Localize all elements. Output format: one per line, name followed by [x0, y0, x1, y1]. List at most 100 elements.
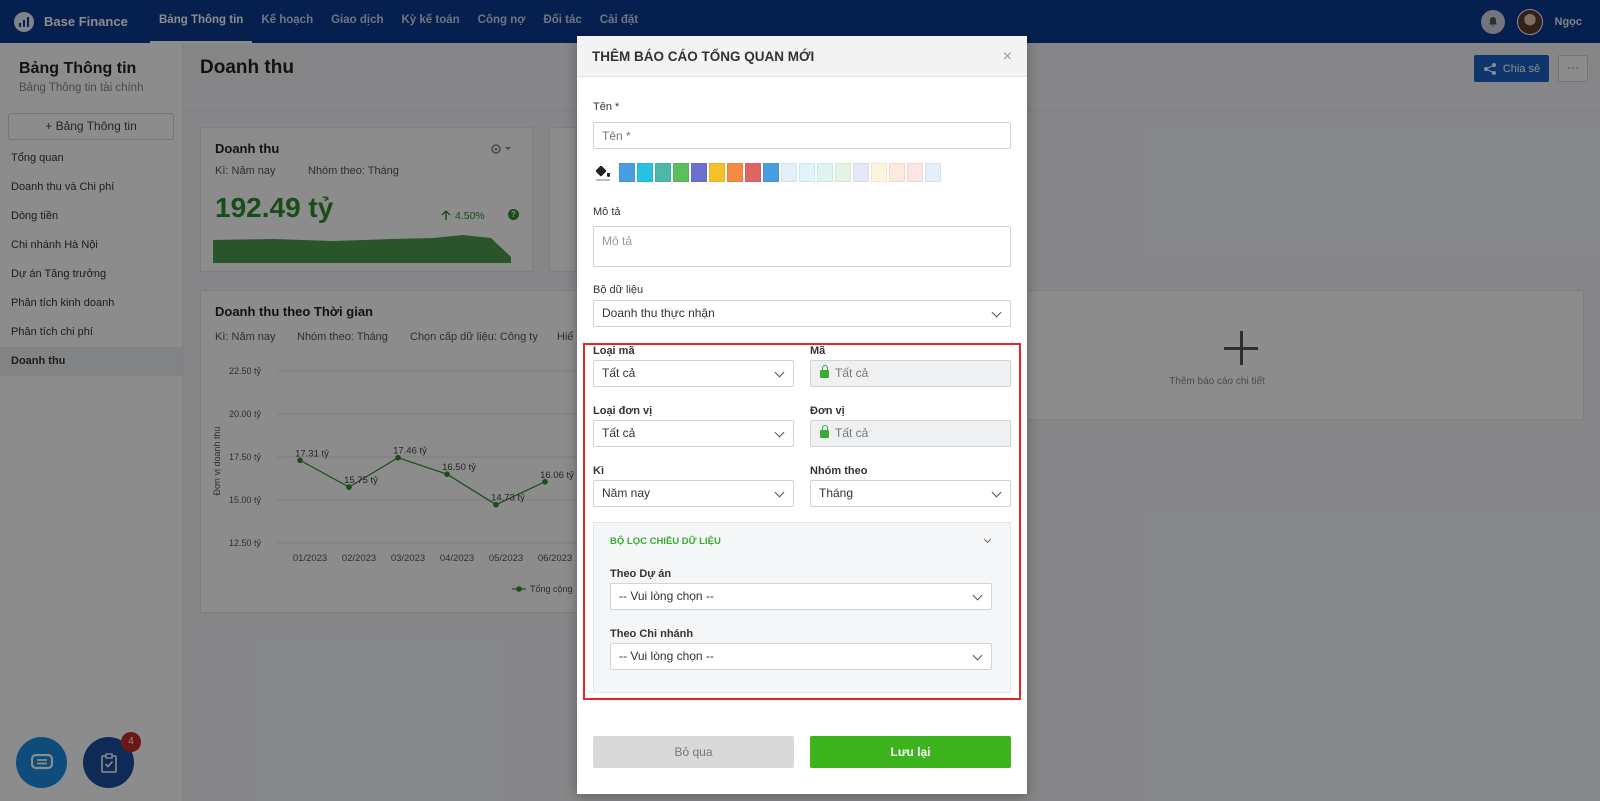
nav-item-settings[interactable]: Cài đặt	[599, 14, 639, 26]
x-tick-label: 02/2023	[342, 553, 376, 564]
color-swatch[interactable]	[709, 162, 725, 182]
new-report-modal: THÊM BÁO CÁO TỔNG QUAN MỚI × Tên * Mô tả…	[577, 36, 1027, 794]
color-swatch[interactable]	[835, 162, 851, 182]
code-value: Tất cả	[835, 366, 869, 380]
page-title: Doanh thu	[200, 57, 294, 78]
period-value: Năm nay	[602, 486, 651, 500]
nav-item-transactions[interactable]: Giao dịch	[331, 14, 384, 26]
revenue-sparkline	[213, 235, 511, 263]
dimension-filter-title[interactable]: BỘ LỌC CHIỀU DỮ LIỆU	[610, 536, 721, 547]
nav-item-accounting-period[interactable]: Kỳ kế toán	[401, 14, 460, 26]
share-label: Chia sẻ	[1502, 62, 1541, 75]
x-tick-label: 03/2023	[391, 553, 425, 564]
project-filter-select[interactable]: -- Vui lòng chọn --	[610, 583, 992, 610]
nav-item-debts[interactable]: Công nợ	[477, 14, 526, 26]
branch-filter-select[interactable]: -- Vui lòng chọn --	[610, 643, 992, 670]
color-swatch[interactable]	[619, 162, 635, 182]
color-swatch[interactable]	[745, 162, 761, 182]
group-filter[interactable]: Nhóm theo: Tháng	[308, 165, 399, 177]
revenue-value: 192.49 tỷ	[215, 192, 334, 223]
nav-item-plan[interactable]: Kế hoạch	[261, 14, 314, 26]
sidebar-item-cost-analysis[interactable]: Phân tích chi phí	[11, 326, 93, 338]
revenue-line-chart: Đơn vị doanh thu 12.50 tỷ 15.00 tỷ 17.50 tỷ…	[212, 366, 585, 594]
brand-name: Base Finance	[44, 14, 128, 29]
nav-item-partners[interactable]: Đối tác	[543, 14, 582, 26]
data-label: 14.73 tỷ	[491, 493, 525, 504]
add-detail-label: Thêm báo cáo chi tiết	[1169, 376, 1265, 387]
color-swatch[interactable]	[799, 162, 815, 182]
color-swatch[interactable]	[637, 162, 653, 182]
highlight-box	[583, 343, 1021, 700]
color-swatch[interactable]	[727, 162, 743, 182]
sidebar: Bảng Thông tin Bảng Thông tin tài chính …	[0, 43, 183, 801]
help-icon[interactable]: ?	[508, 209, 519, 220]
sidebar-list: Tổng quan Doanh thu và Chi phí Dòng tiền…	[0, 144, 182, 376]
paint-bucket-icon[interactable]	[593, 162, 613, 182]
unit-type-select[interactable]: Tất cả	[593, 420, 794, 447]
color-swatch[interactable]	[763, 162, 779, 182]
group-label: Nhóm theo	[810, 465, 868, 477]
color-swatch[interactable]	[907, 162, 923, 182]
y-tick-label: 15.00 tỷ	[229, 495, 262, 505]
nav-item-dashboard[interactable]: Bảng Thông tin	[150, 0, 253, 43]
color-swatch[interactable]	[781, 162, 797, 182]
revenue-time-title: Doanh thu theo Thời gian	[215, 304, 373, 319]
sidebar-subtitle: Bảng Thông tin tài chính	[19, 82, 144, 94]
revenue-card: Doanh thu Kì: Năm nay Nhóm theo: Tháng 1…	[200, 127, 533, 272]
period-select[interactable]: Năm nay	[593, 480, 794, 507]
time-period-filter[interactable]: Kì: Năm nay	[215, 331, 276, 343]
sidebar-item-business-analysis[interactable]: Phân tích kinh doanh	[11, 297, 115, 309]
code-type-label: Loại mã	[593, 345, 635, 357]
tasks-badge: 4	[121, 732, 141, 752]
chevron-down-icon[interactable]	[983, 535, 992, 544]
chevron-down-icon	[972, 650, 983, 661]
display-filter[interactable]: Hiể	[557, 331, 574, 343]
time-group-filter[interactable]: Nhóm theo: Tháng	[297, 331, 388, 343]
main-nav: Bảng Thông tin Kế hoạch Giao dịch Kỳ kế …	[150, 0, 647, 43]
period-filter[interactable]: Kì: Năm nay	[215, 165, 276, 177]
data-label: 16.50 tỷ	[442, 462, 476, 473]
share-button[interactable]: Chia sẻ	[1474, 55, 1549, 82]
sidebar-item-hanoi-branch[interactable]: Chi nhánh Hà Nội	[11, 239, 98, 251]
name-input[interactable]	[593, 122, 1011, 149]
dataset-select[interactable]: Doanh thu thực nhận	[593, 300, 1011, 327]
code-type-select[interactable]: Tất cả	[593, 360, 794, 387]
share-icon	[1483, 62, 1496, 75]
add-detail-card[interactable]: Thêm báo cáo chi tiết	[1016, 290, 1584, 420]
sidebar-item-revenue[interactable]: Doanh thu	[0, 347, 182, 376]
brand[interactable]: Base Finance	[14, 11, 144, 32]
sidebar-item-growth-project[interactable]: Dự án Tăng trưởng	[11, 268, 107, 280]
more-button[interactable]: ···	[1558, 55, 1588, 82]
description-input[interactable]: Mô tả	[593, 226, 1011, 267]
chat-button[interactable]	[16, 737, 67, 788]
sidebar-item-overview[interactable]: Tổng quan	[11, 152, 64, 164]
page-background: Bảng Thông tin Bảng Thông tin tài chính …	[0, 43, 1600, 801]
sidebar-item-cashflow[interactable]: Dòng tiền	[11, 210, 59, 222]
close-icon[interactable]: ×	[1002, 48, 1012, 65]
avatar[interactable]	[1516, 8, 1543, 35]
gear-icon[interactable]	[490, 143, 512, 155]
save-button[interactable]: Lưu lại	[810, 736, 1011, 768]
user-name[interactable]: Ngọc	[1554, 15, 1583, 28]
color-swatch[interactable]	[655, 162, 671, 182]
color-swatch[interactable]	[673, 162, 689, 182]
data-label: 17.31 tỷ	[295, 448, 329, 459]
color-swatch[interactable]	[889, 162, 905, 182]
series-line	[299, 457, 546, 506]
color-swatch[interactable]	[853, 162, 869, 182]
color-swatch[interactable]	[691, 162, 707, 182]
add-dashboard-button[interactable]: + Bảng Thông tin	[8, 113, 174, 140]
data-level-filter[interactable]: Chọn cấp dữ liệu: Công ty	[410, 331, 538, 343]
unit-label: Đơn vị	[810, 405, 845, 417]
dataset-value: Doanh thu thực nhận	[602, 306, 715, 320]
y-tick-label: 17.50 tỷ	[229, 452, 262, 462]
cancel-button[interactable]: Bỏ qua	[593, 736, 794, 768]
color-swatch[interactable]	[871, 162, 887, 182]
data-point	[395, 454, 401, 461]
group-select[interactable]: Tháng	[810, 480, 1011, 507]
color-swatch[interactable]	[817, 162, 833, 182]
color-picker	[593, 162, 941, 182]
bell-icon[interactable]	[1480, 9, 1505, 34]
sidebar-item-revenue-expense[interactable]: Doanh thu và Chi phí	[11, 181, 115, 193]
color-swatch[interactable]	[925, 162, 941, 182]
